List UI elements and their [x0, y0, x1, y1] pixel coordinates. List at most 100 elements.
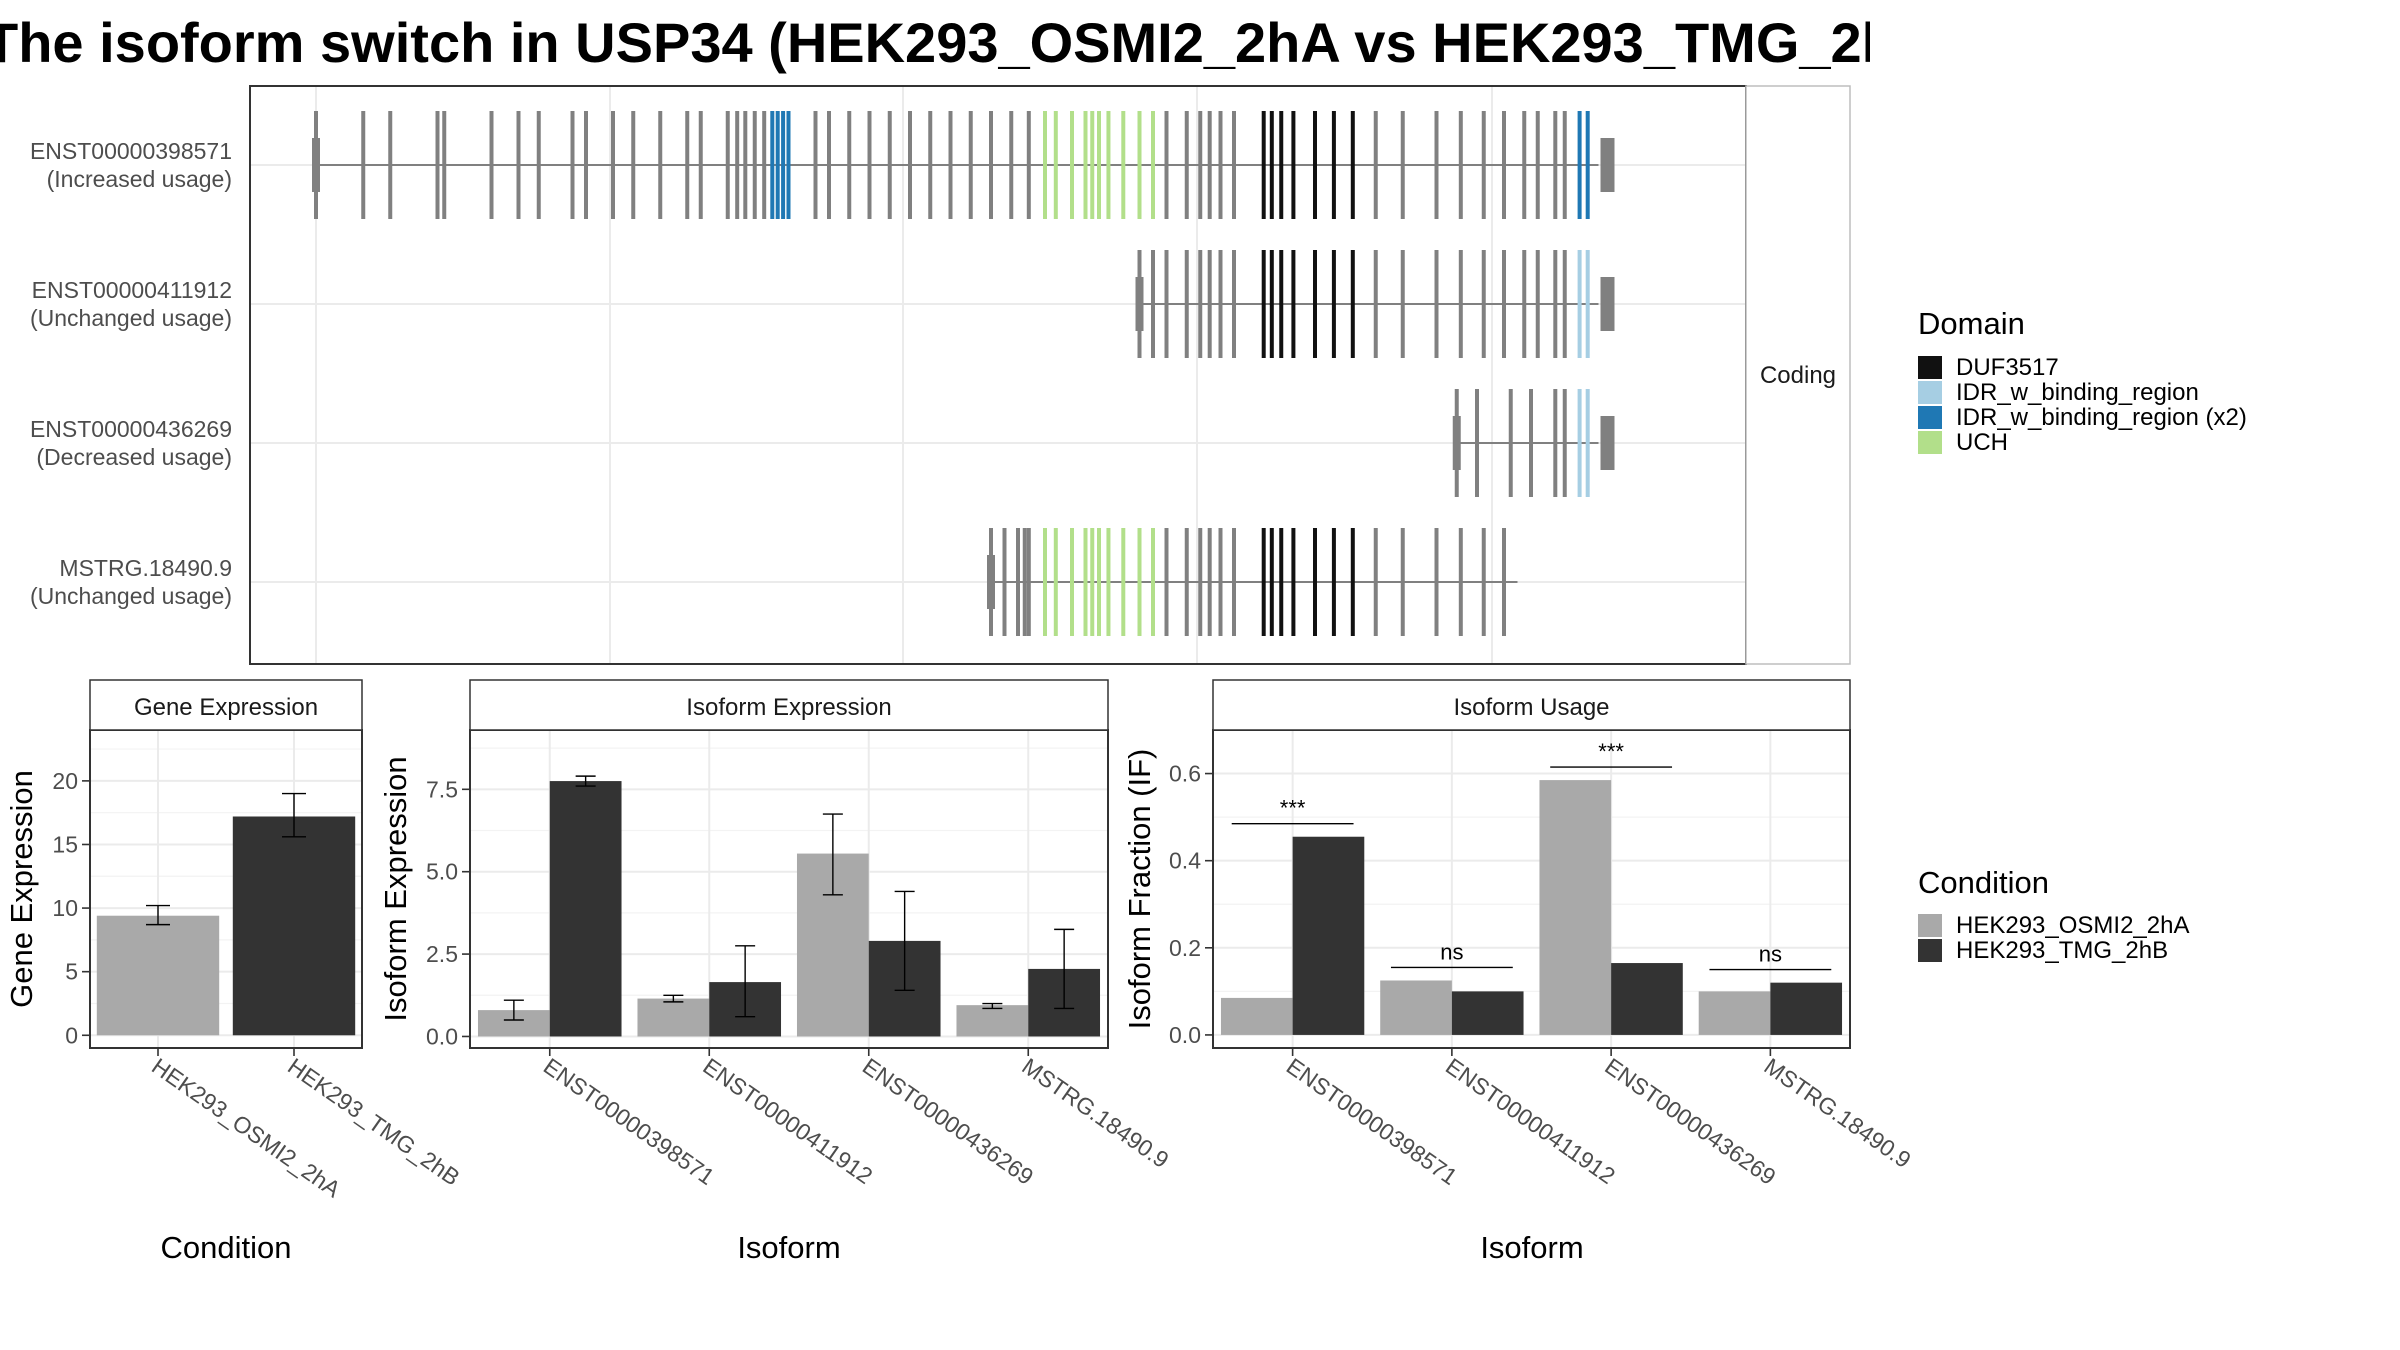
exon	[1529, 389, 1533, 497]
exon	[1106, 111, 1111, 219]
exon	[1577, 250, 1582, 358]
y-axis-title: Isoform Fraction (IF)	[1122, 749, 1157, 1030]
significance-label: ***	[1598, 739, 1624, 764]
x-tick-label: ENST00000436269	[1600, 1053, 1780, 1190]
exon	[570, 111, 575, 219]
isoform-track-enst00000436269	[1452, 389, 1615, 497]
bar	[1698, 991, 1771, 1035]
bar	[232, 816, 356, 1036]
exon	[1475, 389, 1479, 497]
strip	[89, 679, 363, 731]
isoform-usage-label: (Increased usage)	[47, 166, 232, 192]
exon	[1043, 111, 1047, 219]
exon	[536, 111, 541, 219]
exon	[1026, 111, 1031, 219]
isoform-track-mstrg-18490-9	[987, 528, 1518, 636]
exon	[1562, 111, 1567, 219]
legend-domain-title: Domain	[1918, 306, 2025, 341]
isoform-track-enst00000411912	[1135, 250, 1615, 358]
exon	[813, 111, 818, 219]
exon	[1070, 111, 1074, 219]
bar	[1220, 997, 1293, 1035]
exon	[1053, 111, 1058, 219]
exon	[1137, 528, 1142, 636]
y-tick-label: 0.2	[1169, 935, 1201, 961]
exon	[1331, 250, 1336, 358]
y-tick-label: 0.0	[1169, 1022, 1201, 1048]
legend-domain-swatch	[1918, 406, 1942, 429]
strip-title: Isoform Usage	[1453, 694, 1609, 721]
x-tick-label: MSTRG.18490.9	[1017, 1053, 1173, 1173]
x-tick-label: MSTRG.18490.9	[1760, 1053, 1916, 1173]
exon	[1043, 528, 1047, 636]
exon	[1218, 250, 1223, 358]
exon	[1207, 250, 1212, 358]
exon	[489, 111, 494, 219]
exon	[1585, 389, 1590, 497]
exon	[1207, 528, 1212, 636]
exon	[1002, 528, 1007, 636]
exon	[989, 111, 993, 219]
exon	[1400, 111, 1405, 219]
legend-condition-item: HEK293_TMG_2hB	[1956, 937, 2168, 964]
utr-start	[1452, 416, 1461, 470]
exon	[1535, 111, 1540, 219]
strip-title: Gene Expression	[134, 694, 318, 721]
exon	[388, 111, 393, 219]
exon	[1400, 528, 1405, 636]
exon	[1562, 389, 1567, 497]
exon	[1313, 250, 1317, 358]
utr-end	[1600, 416, 1615, 470]
exon	[1198, 528, 1203, 636]
exon	[847, 111, 852, 219]
significance-label: ns	[1440, 939, 1463, 964]
exon	[743, 111, 748, 219]
significance-label: ns	[1759, 942, 1782, 967]
bar	[549, 781, 622, 1037]
exon	[1261, 528, 1266, 636]
exon	[1121, 528, 1126, 636]
isoform-name-label: ENST00000398571	[30, 138, 232, 164]
exon	[1269, 111, 1274, 219]
exon	[1164, 111, 1169, 219]
exon	[908, 111, 912, 219]
exon	[1331, 111, 1336, 219]
exon	[1218, 111, 1223, 219]
y-tick-label: 0.0	[426, 1023, 458, 1049]
y-tick-label: 10	[52, 895, 78, 921]
exon	[1458, 250, 1463, 358]
bar	[956, 1005, 1029, 1037]
bar	[1380, 980, 1452, 1035]
exon	[1184, 111, 1189, 219]
isoform-name-label: ENST00000436269	[30, 416, 232, 442]
strip	[469, 679, 1109, 731]
exon	[1291, 528, 1296, 636]
x-tick-label: ENST00000436269	[858, 1053, 1038, 1190]
exon	[1151, 250, 1155, 358]
exon	[1022, 528, 1027, 636]
exon	[781, 111, 786, 219]
exon	[1502, 111, 1506, 219]
exon	[516, 111, 521, 219]
legend-domain-swatch	[1918, 381, 1942, 404]
exon	[1373, 528, 1378, 636]
exon	[1481, 111, 1486, 219]
y-tick-label: 20	[52, 768, 78, 794]
exon	[1434, 528, 1439, 636]
exon	[1502, 250, 1506, 358]
y-tick-label: 15	[52, 831, 78, 857]
bar	[96, 915, 220, 1036]
exon	[1434, 111, 1439, 219]
exon	[1350, 111, 1355, 219]
transcript-panel-bg	[250, 86, 1746, 664]
exon	[1279, 111, 1284, 219]
exon	[611, 111, 615, 219]
exon	[928, 111, 933, 219]
legend-domain-item: DUF3517	[1956, 354, 2059, 381]
x-tick-label: ENST00000411912	[1441, 1053, 1620, 1189]
utr-start	[312, 138, 320, 192]
strip	[1212, 679, 1851, 731]
exon	[1458, 528, 1463, 636]
legend-domain-item: UCH	[1956, 429, 2008, 456]
utr-end	[1600, 138, 1615, 192]
